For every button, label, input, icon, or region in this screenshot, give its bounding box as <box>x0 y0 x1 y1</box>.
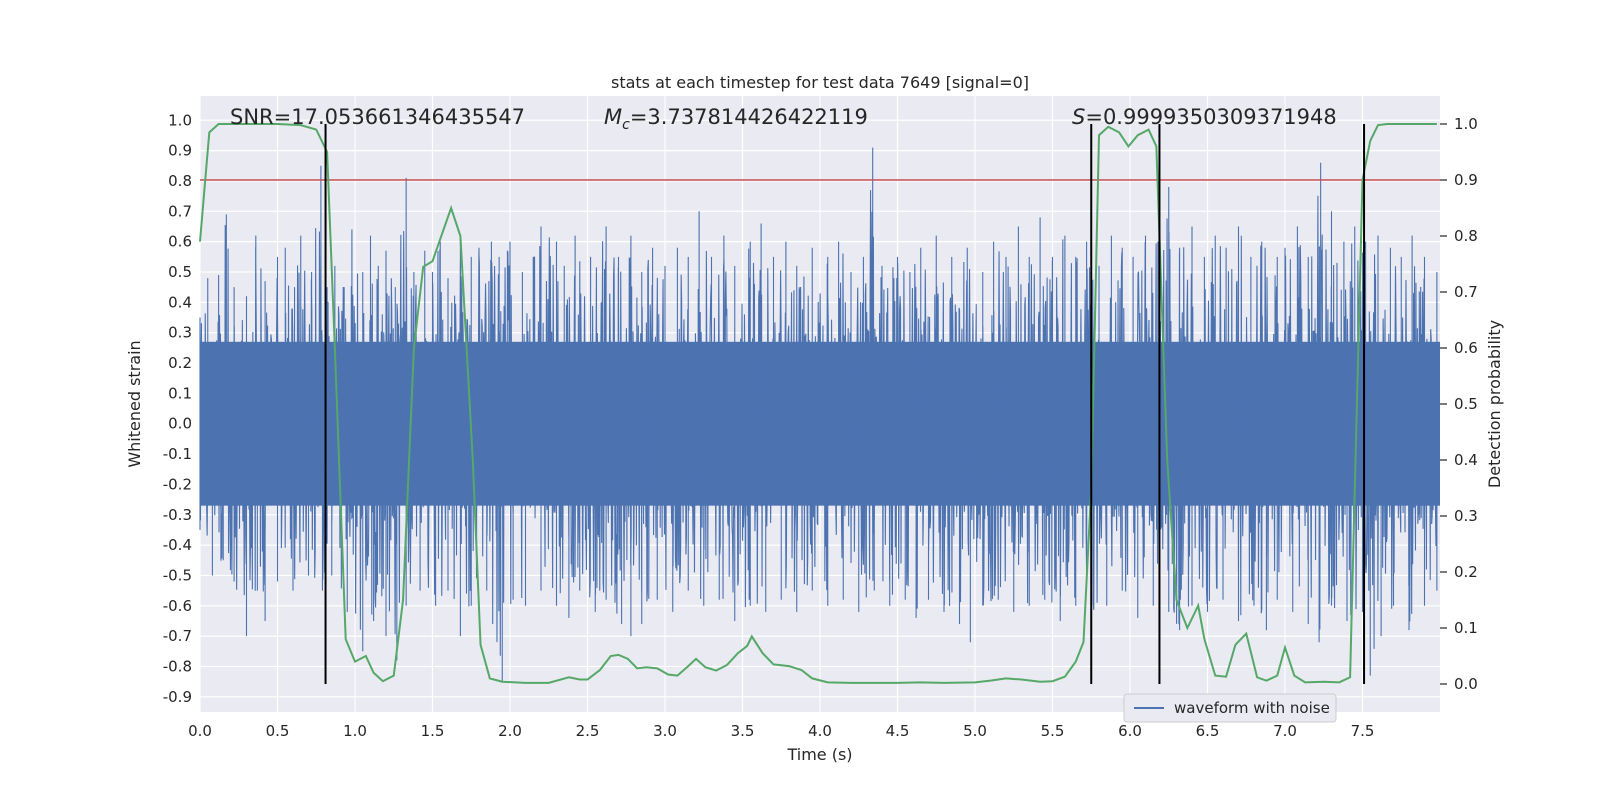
x-tick-label: 7.0 <box>1273 722 1297 740</box>
x-tick-label: 0.5 <box>266 722 290 740</box>
y-right-axis-ticks: 1.0 0.9 0.8 0.7 0.6 0.5 0.4 0.3 0.2 0.1 0.0 <box>1440 115 1478 693</box>
x-tick-label: 3.5 <box>731 722 755 740</box>
y-right-tick-label: 0.4 <box>1454 451 1478 469</box>
waveform-series <box>199 147 1438 682</box>
x-tick-label: 4.0 <box>808 722 832 740</box>
x-tick-label: 2.0 <box>498 722 522 740</box>
y-right-tick-label: 0.0 <box>1454 675 1478 693</box>
y-right-tick-label: 0.5 <box>1454 395 1478 413</box>
y-right-tick-label: 0.6 <box>1454 339 1478 357</box>
score-symbol: S <box>1072 105 1085 129</box>
x-tick-label: 7.5 <box>1351 722 1375 740</box>
x-tick-label: 2.5 <box>576 722 600 740</box>
y-left-tick-label: -0.9 <box>163 688 192 706</box>
y-left-tick-label: -0.3 <box>163 506 192 524</box>
x-axis-ticks: 0.0 0.5 1.0 1.5 2.0 2.5 3.0 3.5 4.0 4.5 5.0 5.5 6.0 6… <box>188 722 1374 740</box>
chart-title: stats at each timestep for test data 764… <box>611 73 1029 92</box>
x-tick-label: 6.0 <box>1118 722 1142 740</box>
y-left-tick-label: -0.8 <box>163 657 192 675</box>
y-left-tick-label: 0.7 <box>168 202 192 220</box>
y-left-tick-label: 0.4 <box>168 293 192 311</box>
x-tick-label: 3.0 <box>653 722 677 740</box>
y-left-tick-label: -0.5 <box>163 566 192 584</box>
vertical-markers <box>324 124 1366 684</box>
y-left-tick-label: -0.4 <box>163 536 192 554</box>
y-right-tick-label: 0.9 <box>1454 171 1478 189</box>
score-annotation: S=0.9999350309371948 <box>1072 105 1337 129</box>
probability-layer <box>199 123 1437 684</box>
legend: waveform with noise <box>1123 693 1337 723</box>
y-left-tick-label: 0.0 <box>168 415 192 433</box>
y-left-tick-label: -0.7 <box>163 627 192 645</box>
y-right-tick-label: 0.3 <box>1454 507 1478 525</box>
x-tick-label: 0.0 <box>188 722 212 740</box>
x-tick-label: 4.5 <box>886 722 910 740</box>
x-axis-title: Time (s) <box>786 745 852 764</box>
waveform-layer <box>199 147 1440 682</box>
x-tick-label: 5.5 <box>1041 722 1065 740</box>
legend-box <box>1123 693 1337 723</box>
snr-annotation: SNR=17.053661346435547 <box>230 105 525 129</box>
y-left-axis-ticks: 1.0 0.9 0.8 0.7 0.6 0.5 0.4 0.3 0.2 0.1 0.0 -0.1 -0.… <box>163 111 192 706</box>
y-right-axis-title: Detection probability <box>1485 320 1504 488</box>
chirp-mass-annotation: Mc=3.737814426422119 <box>604 105 868 133</box>
y-left-axis-title: Whitened strain <box>125 340 144 467</box>
y-right-tick-label: 1.0 <box>1454 115 1478 133</box>
x-tick-label: 5.0 <box>963 722 987 740</box>
y-left-tick-label: 0.3 <box>168 324 192 342</box>
chirp-mass-subscript: c <box>622 117 630 133</box>
y-left-tick-label: 0.1 <box>168 384 192 402</box>
chirp-mass-value: =3.737814426422119 <box>630 105 868 129</box>
y-right-tick-label: 0.1 <box>1454 619 1478 637</box>
y-left-tick-label: 0.6 <box>168 233 192 251</box>
y-right-tick-label: 0.8 <box>1454 227 1478 245</box>
legend-label: waveform with noise <box>1174 699 1330 717</box>
y-left-tick-label: -0.6 <box>163 597 192 615</box>
y-right-tick-label: 0.7 <box>1454 283 1478 301</box>
y-left-tick-label: 0.9 <box>168 142 192 160</box>
y-left-tick-label: 0.5 <box>168 263 192 281</box>
chirp-mass-symbol: M <box>604 105 622 129</box>
score-value: =0.9999350309371948 <box>1085 105 1336 129</box>
x-tick-label: 6.5 <box>1196 722 1220 740</box>
y-right-tick-label: 0.2 <box>1454 563 1478 581</box>
y-left-tick-label: -0.1 <box>163 445 192 463</box>
y-left-tick-label: 0.2 <box>168 354 192 372</box>
x-tick-label: 1.5 <box>421 722 445 740</box>
y-left-tick-label: 0.8 <box>168 172 192 190</box>
probability-series <box>199 123 1437 684</box>
y-left-tick-label: 1.0 <box>168 111 192 129</box>
y-left-tick-label: -0.2 <box>163 475 192 493</box>
x-tick-label: 1.0 <box>343 722 367 740</box>
